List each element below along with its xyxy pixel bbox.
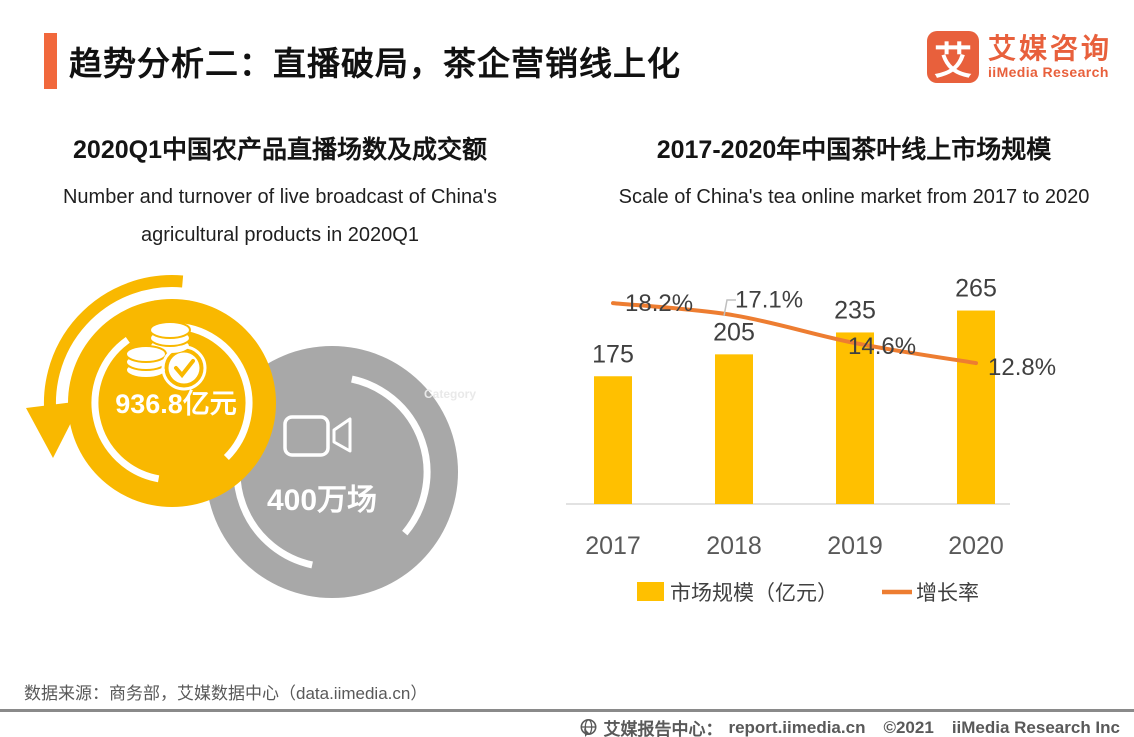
bar-2019 [836, 332, 874, 504]
logo-name-cn: 艾媒咨询 [987, 32, 1112, 64]
turnover-value: 936.8亿元 [115, 389, 237, 419]
legend-bar-swatch [637, 582, 664, 601]
chart-legend: 市场规模（亿元） 增长率 [637, 582, 979, 605]
footer-company: iiMedia Research Inc [951, 717, 1120, 737]
footer: 艾媒报告中心： report.iimedia.cn ©2021 iiMedia … [579, 715, 1126, 737]
swirl-arrow-head [26, 401, 82, 458]
right-chart-title-en: Scale of China's tea online market from … [618, 186, 1090, 208]
footer-url: report.iimedia.cn [728, 717, 866, 737]
turnover-ring-arc-bottom [91, 337, 160, 483]
rate-label-2019: 14.6% [848, 333, 916, 360]
bar-2017 [594, 376, 632, 504]
page-title: 趋势分析二：直播破局，茶企营销线上化 [69, 45, 681, 82]
footer-report-center: 艾媒报告中心： [603, 720, 723, 737]
bar-value-2019: 235 [834, 296, 876, 324]
footer-divider [0, 709, 1134, 712]
left-section-heading: 2020Q1中国农产品直播场数及成交额 Number and turnover … [0, 130, 560, 254]
globe-cursor-icon [579, 718, 598, 737]
bar-value-2020: 265 [955, 275, 997, 303]
live-broadcast-graphic: 400万场 Category 936.8亿元 [26, 275, 476, 598]
bar-2020 [957, 310, 995, 504]
category-watermark: Category [424, 387, 476, 401]
rate-label-2017: 18.2% [625, 290, 693, 317]
x-tick-2017: 2017 [585, 532, 641, 560]
x-tick-2019: 2019 [827, 532, 883, 560]
x-tick-2018: 2018 [706, 532, 762, 560]
sessions-ring-arc-top [351, 375, 431, 536]
chart-plot-area: 175 2017 205 2018 235 2019 265 2020 18.2% 17.1% 14… [566, 275, 1056, 560]
source-note: 数据来源：商务部，艾媒数据中心（data.iimedia.cn） [24, 684, 428, 703]
bar-value-2017: 175 [592, 340, 634, 368]
video-camera-icon [283, 415, 352, 457]
right-chart-title-cn: 2017-2020年中国茶叶线上市场规模 [656, 136, 1052, 164]
sessions-value: 400万场 [267, 484, 377, 517]
coins-icon [125, 321, 207, 391]
turnover-ring-arc-top [178, 322, 253, 460]
header: 趋势分析二：直播破局，茶企营销线上化 [44, 33, 681, 89]
footer-copyright: ©2021 [883, 717, 934, 737]
legend-bar-label: 市场规模（亿元） [670, 582, 838, 605]
swirl-arrow-arc [43, 275, 184, 426]
rate-label-2020: 12.8% [988, 354, 1056, 381]
title-accent-bar [44, 33, 57, 89]
bar-value-2018: 205 [713, 318, 755, 346]
right-section-heading: 2017-2020年中国茶叶线上市场规模 Scale of China's te… [574, 130, 1134, 216]
left-chart-title-en: Number and turnover of live broadcast of… [62, 186, 498, 246]
bar-2018 [715, 354, 753, 504]
tea-market-chart: 175 2017 205 2018 235 2019 265 2020 18.2% 17.1% 14… [566, 275, 1056, 605]
rate-label-2018: 17.1% [735, 286, 803, 313]
iimedia-logo: 艾 艾媒咨询 iiMedia Research [926, 31, 1112, 83]
iimedia-logo-icon: 艾 [926, 31, 979, 83]
left-chart-title-cn: 2020Q1中国农产品直播场数及成交额 [73, 136, 487, 164]
legend-line-label: 增长率 [916, 582, 979, 605]
growth-rate-line [611, 301, 978, 366]
x-tick-2020: 2020 [948, 532, 1004, 560]
logo-name-en: iiMedia Research [987, 64, 1109, 81]
label-leader-line [723, 299, 736, 317]
